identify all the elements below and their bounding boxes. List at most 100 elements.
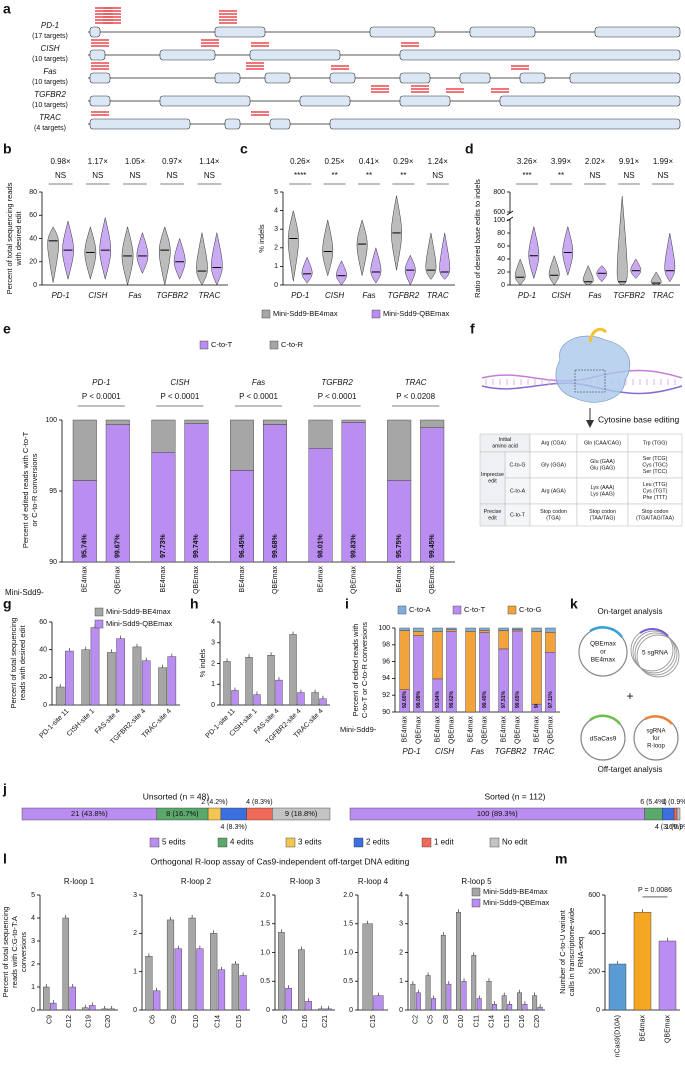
x-tick-label: C21 <box>322 1015 329 1028</box>
panel-label: m <box>555 851 567 867</box>
value-label: 97.73% <box>160 533 167 558</box>
panel-label: i <box>345 596 349 612</box>
x-tick-label: C14 <box>214 1015 221 1028</box>
x-tick-label: C9 <box>47 1015 54 1024</box>
table-text: Stop codon <box>589 509 616 515</box>
y-tick-label: 0 <box>349 1007 353 1014</box>
bar-segment <box>465 631 476 713</box>
significance: ** <box>331 171 337 180</box>
y-tick-label: 400 <box>588 930 600 937</box>
fold-change: 0.98× <box>50 157 71 166</box>
group-label: CISH <box>170 378 189 387</box>
y-tick-label: 2 <box>133 930 137 937</box>
table-text: Cys (TGT) <box>643 488 668 494</box>
value-label: 2 (4.2%) <box>201 799 227 806</box>
x-tick-label: CISH <box>551 291 570 300</box>
x-tick-label: TGFBR2 <box>156 291 188 300</box>
fold-change: 1.17× <box>88 157 109 166</box>
x-tick-label: Fas <box>588 291 601 300</box>
bar <box>298 949 305 1011</box>
significance: NS <box>167 171 178 180</box>
y-tick-label: 4 <box>211 619 215 626</box>
table-text: C-to-A <box>510 488 526 494</box>
fold-change: 0.41× <box>359 157 380 166</box>
bar <box>50 1002 57 1011</box>
legend-swatch <box>261 309 271 319</box>
table-text: Lys (AAG) <box>590 492 614 498</box>
fold-change: 1.14× <box>199 157 220 166</box>
value-label: 99.74% <box>193 533 200 558</box>
bar <box>285 987 292 1011</box>
x-tick-label: C9 <box>171 1015 178 1024</box>
y-tick-label: 94 <box>382 675 390 682</box>
plasmid <box>632 630 676 674</box>
value-label: 97.51% <box>501 690 507 708</box>
row-prefix: Mini-Sdd9- <box>5 588 44 597</box>
exon <box>89 95 111 107</box>
bar <box>174 948 182 1011</box>
x-tick-label: TGFBR2 <box>388 291 420 300</box>
legend-label: Mini-Sdd9-QBEmax <box>106 619 173 628</box>
bar <box>373 995 384 1011</box>
y-axis-label: with desired edit <box>14 210 23 266</box>
exon <box>249 49 341 61</box>
bar-segment <box>272 807 331 821</box>
bar <box>90 627 100 706</box>
y-tick-label: 600 <box>588 892 600 899</box>
y-tick-label: 4 <box>31 915 35 922</box>
plasmid-label: for <box>652 736 659 742</box>
significance: NS <box>432 171 443 180</box>
group-label: Fas <box>252 378 265 387</box>
y-tick-label: 80 <box>497 230 505 237</box>
legend-label: C-to-R <box>281 340 304 349</box>
value-label: 95.75% <box>396 533 403 558</box>
plasmid-insert <box>589 714 621 725</box>
x-tick-label: C10 <box>193 1015 200 1028</box>
legend-swatch <box>285 837 296 848</box>
legend-label: 1 edit <box>434 838 454 847</box>
y-axis-label: Percent of edited reads with <box>351 624 360 717</box>
value-label: 1 (0.9%) <box>665 824 685 831</box>
table-text: C-to-G <box>510 462 526 468</box>
gene-name: PD-1 <box>41 21 59 30</box>
x-tick-label: BE4max <box>500 716 507 743</box>
x-tick-label: BE4max <box>396 566 403 593</box>
gene-name: Fas <box>43 67 56 76</box>
y-tick-label: 100 <box>493 217 505 224</box>
violin <box>616 195 628 286</box>
y-tick-label: 20 <box>39 674 47 681</box>
x-tick-label: C15 <box>236 1015 243 1028</box>
bar <box>89 1005 96 1011</box>
bar-segment <box>498 627 509 631</box>
table-text: (TGA/TAG/TAA) <box>636 516 674 522</box>
x-tick-label: BE4max <box>239 566 246 593</box>
panel-label: a <box>3 1 11 17</box>
y-tick-label: 90 <box>382 709 390 716</box>
bar <box>62 917 69 1011</box>
y-tick-label: 60 <box>39 619 47 626</box>
bar <box>507 1004 513 1011</box>
panel-label: d <box>465 141 474 157</box>
exon <box>214 72 241 84</box>
y-tick-label: 2 <box>274 245 278 252</box>
x-tick-label: BE4max <box>317 566 324 593</box>
bar-segment <box>545 627 556 633</box>
bar <box>522 1004 528 1011</box>
exon <box>459 72 491 84</box>
bar-segment <box>644 807 663 821</box>
table-text: Imprecise <box>481 472 504 478</box>
exon <box>399 49 681 61</box>
bar <box>107 652 116 706</box>
x-tick-label: PD-1 <box>51 291 69 300</box>
subplot-title: R-loop 5 <box>461 877 492 886</box>
y-axis-label: calls in transcriptome-wide <box>567 908 576 996</box>
plasmid-label: BE4max <box>591 657 616 664</box>
plasmid-label: R-loop <box>647 744 665 750</box>
y-tick-label: 3 <box>274 226 278 233</box>
exon <box>264 72 291 84</box>
x-tick-label: QBEmax <box>547 716 554 745</box>
value-label: 99.65% <box>515 690 521 708</box>
y-tick-label: 20 <box>29 259 37 266</box>
bar <box>108 1008 115 1011</box>
y-tick-label: 1 <box>31 984 35 991</box>
